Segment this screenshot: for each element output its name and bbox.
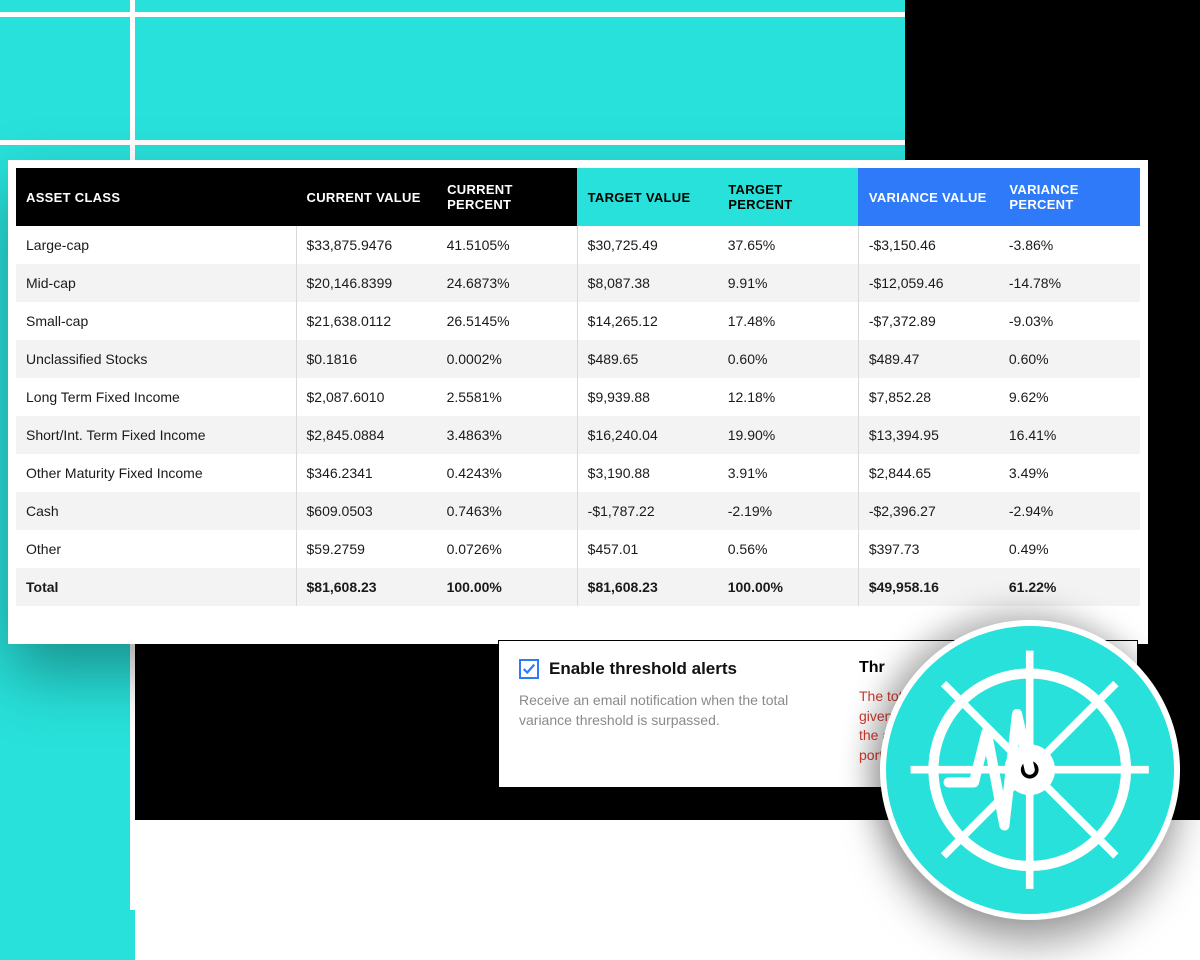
- cell-varVal: -$3,150.46: [858, 226, 999, 264]
- cell-curPct: 3.4863%: [437, 416, 578, 454]
- table-row: Other Maturity Fixed Income$346.23410.42…: [16, 454, 1140, 492]
- cell-varVal: $13,394.95: [858, 416, 999, 454]
- cell-varPct: -9.03%: [999, 302, 1140, 340]
- cell-varVal: -$12,059.46: [858, 264, 999, 302]
- cell-curPct: 26.5145%: [437, 302, 578, 340]
- table-row: Cash$609.05030.7463%-$1,787.22-2.19%-$2,…: [16, 492, 1140, 530]
- asset-allocation-table: ASSET CLASS CURRENT VALUE CURRENT PERCEN…: [16, 168, 1140, 606]
- backdrop-teal-bottom: [0, 910, 135, 960]
- cell-tgtVal: $457.01: [577, 530, 718, 568]
- cell-curVal: $609.0503: [296, 492, 437, 530]
- cell-varPct: 61.22%: [999, 568, 1140, 606]
- cell-curVal: $33,875.9476: [296, 226, 437, 264]
- cell-tgtVal: $81,608.23: [577, 568, 718, 606]
- table-row: Long Term Fixed Income$2,087.60102.5581%…: [16, 378, 1140, 416]
- cell-curVal: $20,146.8399: [296, 264, 437, 302]
- cell-tgtPct: 0.60%: [718, 340, 859, 378]
- cell-varVal: -$7,372.89: [858, 302, 999, 340]
- check-icon: [522, 662, 536, 676]
- cell-tgtPct: 37.65%: [718, 226, 859, 264]
- cell-curPct: 0.4243%: [437, 454, 578, 492]
- cell-tgtVal: $9,939.88: [577, 378, 718, 416]
- table-row: Large-cap$33,875.947641.5105%$30,725.493…: [16, 226, 1140, 264]
- cell-varPct: 0.49%: [999, 530, 1140, 568]
- cell-curVal: $346.2341: [296, 454, 437, 492]
- table-row: Unclassified Stocks$0.18160.0002%$489.65…: [16, 340, 1140, 378]
- cell-asset: Long Term Fixed Income: [16, 378, 296, 416]
- cell-asset: Total: [16, 568, 296, 606]
- cell-varVal: $397.73: [858, 530, 999, 568]
- grid-line: [0, 12, 905, 17]
- cell-varPct: 3.49%: [999, 454, 1140, 492]
- cell-curVal: $2,087.6010: [296, 378, 437, 416]
- col-target-percent: TARGET PERCENT: [718, 168, 859, 226]
- table-row: Small-cap$21,638.011226.5145%$14,265.121…: [16, 302, 1140, 340]
- cell-curPct: 0.0726%: [437, 530, 578, 568]
- cell-varPct: -2.94%: [999, 492, 1140, 530]
- cell-curPct: 41.5105%: [437, 226, 578, 264]
- cell-curVal: $81,608.23: [296, 568, 437, 606]
- cell-varPct: -3.86%: [999, 226, 1140, 264]
- cell-asset: Short/Int. Term Fixed Income: [16, 416, 296, 454]
- cell-varPct: 0.60%: [999, 340, 1140, 378]
- cell-tgtVal: $3,190.88: [577, 454, 718, 492]
- cell-tgtVal: -$1,787.22: [577, 492, 718, 530]
- cell-varPct: 16.41%: [999, 416, 1140, 454]
- col-current-value: CURRENT VALUE: [296, 168, 437, 226]
- cell-varVal: $489.47: [858, 340, 999, 378]
- cell-asset: Cash: [16, 492, 296, 530]
- cell-tgtVal: $489.65: [577, 340, 718, 378]
- cell-tgtVal: $8,087.38: [577, 264, 718, 302]
- cell-asset: Large-cap: [16, 226, 296, 264]
- cell-tgtVal: $16,240.04: [577, 416, 718, 454]
- col-current-percent: CURRENT PERCENT: [437, 168, 578, 226]
- table-row: Mid-cap$20,146.839924.6873%$8,087.389.91…: [16, 264, 1140, 302]
- cell-curPct: 2.5581%: [437, 378, 578, 416]
- cell-curPct: 0.7463%: [437, 492, 578, 530]
- table-row: Other$59.27590.0726%$457.010.56%$397.730…: [16, 530, 1140, 568]
- cell-curVal: $59.2759: [296, 530, 437, 568]
- col-variance-percent: VARIANCE PERCENT: [999, 168, 1140, 226]
- cell-varVal: $2,844.65: [858, 454, 999, 492]
- cell-varVal: $49,958.16: [858, 568, 999, 606]
- cell-varPct: 9.62%: [999, 378, 1140, 416]
- cell-tgtPct: 0.56%: [718, 530, 859, 568]
- col-target-value: TARGET VALUE: [577, 168, 718, 226]
- enable-threshold-label: Enable threshold alerts: [549, 659, 737, 679]
- cell-varVal: -$2,396.27: [858, 492, 999, 530]
- cell-curVal: $21,638.0112: [296, 302, 437, 340]
- cell-tgtPct: 9.91%: [718, 264, 859, 302]
- cell-tgtPct: 100.00%: [718, 568, 859, 606]
- col-variance-value: VARIANCE VALUE: [858, 168, 999, 226]
- cell-asset: Small-cap: [16, 302, 296, 340]
- grid-line: [0, 140, 905, 145]
- pulse-medallion-icon: [880, 620, 1180, 920]
- col-asset-class: ASSET CLASS: [16, 168, 296, 226]
- cell-varPct: -14.78%: [999, 264, 1140, 302]
- enable-threshold-checkbox[interactable]: [519, 659, 539, 679]
- cell-tgtPct: 12.18%: [718, 378, 859, 416]
- cell-varVal: $7,852.28: [858, 378, 999, 416]
- cell-curPct: 0.0002%: [437, 340, 578, 378]
- cell-asset: Unclassified Stocks: [16, 340, 296, 378]
- cell-curVal: $2,845.0884: [296, 416, 437, 454]
- backdrop-teal-top: [0, 0, 905, 160]
- cell-curVal: $0.1816: [296, 340, 437, 378]
- cell-tgtPct: 17.48%: [718, 302, 859, 340]
- cell-tgtVal: $30,725.49: [577, 226, 718, 264]
- cell-asset: Mid-cap: [16, 264, 296, 302]
- table-row: Short/Int. Term Fixed Income$2,845.08843…: [16, 416, 1140, 454]
- cell-curPct: 100.00%: [437, 568, 578, 606]
- cell-tgtPct: 3.91%: [718, 454, 859, 492]
- portfolio-card: ASSET CLASS CURRENT VALUE CURRENT PERCEN…: [8, 160, 1148, 644]
- cell-tgtPct: -2.19%: [718, 492, 859, 530]
- cell-curPct: 24.6873%: [437, 264, 578, 302]
- cell-asset: Other Maturity Fixed Income: [16, 454, 296, 492]
- threshold-description: Receive an email notification when the t…: [519, 691, 819, 730]
- table-row-total: Total$81,608.23100.00%$81,608.23100.00%$…: [16, 568, 1140, 606]
- cell-tgtPct: 19.90%: [718, 416, 859, 454]
- cell-asset: Other: [16, 530, 296, 568]
- cell-tgtVal: $14,265.12: [577, 302, 718, 340]
